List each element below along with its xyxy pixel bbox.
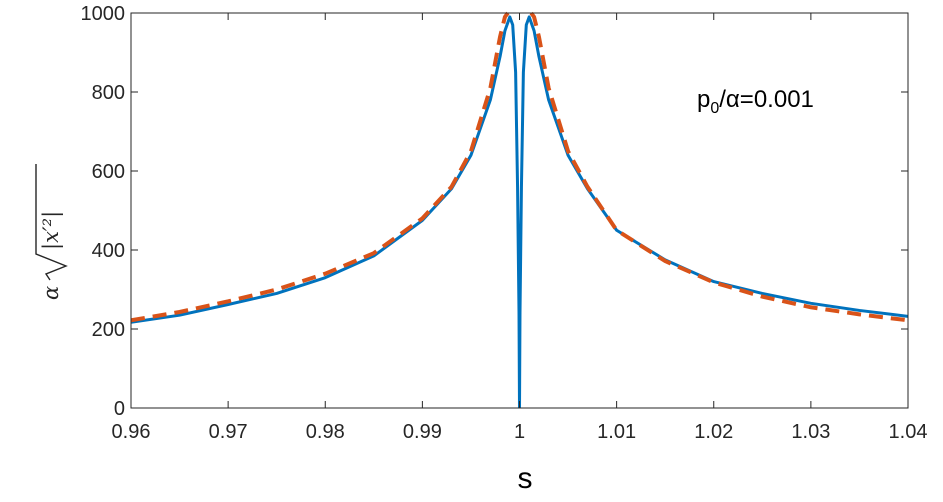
x-axis-ticks: 0.96 0.97 0.98 0.99 1 1.01 1.02 1.03 1.04 [112, 13, 928, 443]
series-line-dashed [131, 11, 510, 323]
y-tick-label: 0 [114, 398, 125, 420]
x-tick-label: 0.97 [209, 421, 248, 443]
y-tick-label: 400 [92, 240, 125, 262]
y-tick-label: 800 [92, 82, 125, 104]
x-axis-label: s [518, 462, 533, 495]
x-tick-label: 0.99 [403, 421, 442, 443]
y-axis-label-radical [35, 164, 68, 281]
x-tick-label: 1.01 [597, 421, 636, 443]
y-axis-label-prefix: α [39, 286, 63, 300]
x-tick-label: 1.04 [889, 421, 928, 443]
x-tick-label: 0.98 [306, 421, 345, 443]
y-tick-label: 200 [92, 319, 125, 341]
x-tick-label: 1.03 [791, 421, 830, 443]
series-layer [131, 11, 908, 408]
y-tick-label: 600 [92, 161, 125, 183]
y-axis-label: α |x′²| [35, 164, 68, 300]
x-tick-label: 1 [514, 421, 525, 443]
annotation-base: p [697, 86, 710, 113]
annotation-rest: /α=0.001 [719, 86, 814, 113]
series-line-dashed [529, 11, 908, 323]
x-tick-label: 0.96 [112, 421, 151, 443]
annotation: p0/α=0.001 [697, 86, 814, 117]
y-axis-label-radicand: |x′²| [39, 211, 64, 250]
annotation-sub: 0 [710, 100, 719, 117]
y-axis-ticks: 0 200 400 600 800 1000 [81, 3, 908, 420]
x-tick-label: 1.02 [694, 421, 733, 443]
y-tick-label: 1000 [81, 3, 126, 25]
